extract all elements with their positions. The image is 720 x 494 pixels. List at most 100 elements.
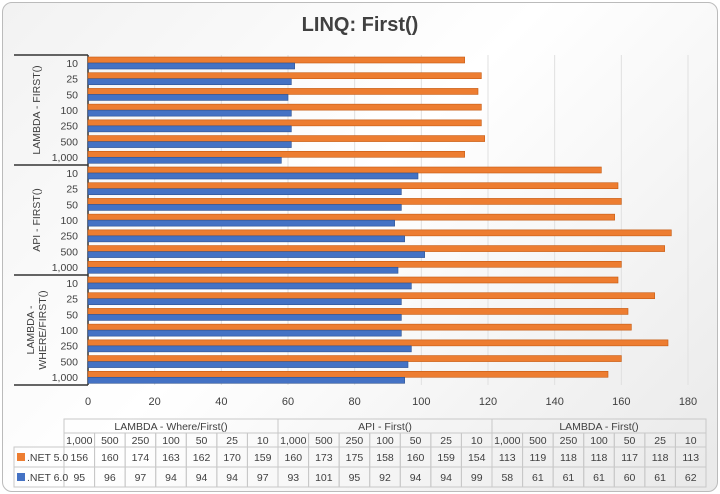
category-label: 250: [60, 231, 78, 243]
bar-net6: [87, 188, 402, 196]
category-label: 250: [60, 121, 78, 133]
table-value-net6: 58: [501, 472, 513, 484]
table-value-net5: 158: [376, 452, 394, 464]
bar-net5: [87, 166, 602, 174]
bar-net5: [87, 245, 665, 252]
table-value-net6: 94: [226, 472, 238, 484]
table-value-net5: 118: [652, 452, 669, 464]
table-value-net6: 61: [593, 472, 605, 484]
category-label: 10: [66, 58, 78, 70]
x-tick-label: 140: [545, 396, 563, 408]
legend-cell: [13, 466, 65, 488]
bar-net5: [87, 56, 465, 64]
bar-net6: [87, 125, 292, 133]
table-cell: [674, 466, 707, 488]
category-label: 1,000: [52, 152, 78, 164]
table-category: 100: [590, 435, 608, 447]
table-value-net5: 156: [71, 452, 89, 464]
category-label: 500: [60, 246, 78, 258]
table-value-net5: 154: [468, 452, 486, 464]
table-category: 250: [132, 435, 150, 447]
table-category: 100: [376, 435, 394, 447]
x-tick-label: 80: [349, 396, 361, 408]
group-axis-label: LAMBDA - FIRST(): [31, 65, 43, 154]
x-tick-label: 160: [612, 396, 630, 408]
x-tick-label: 20: [149, 396, 161, 408]
bar-net5: [87, 260, 622, 268]
bar-net6: [87, 298, 402, 306]
table-value-net5: 163: [162, 452, 180, 464]
table-category: 250: [346, 435, 364, 447]
table-value-net6: 97: [135, 472, 147, 484]
table-value-net6: 94: [410, 472, 422, 484]
bar-net6: [87, 329, 402, 337]
table-value-net5: 119: [529, 452, 546, 464]
x-tick-label: 40: [215, 396, 227, 408]
x-tick-label: 120: [479, 396, 497, 408]
table-value-net5: 160: [285, 452, 303, 464]
group-axis-label: API - FIRST(): [31, 188, 43, 252]
table-value-net5: 159: [437, 452, 455, 464]
table-value-net5: 162: [193, 452, 211, 464]
bar-net5: [87, 370, 609, 378]
bar-net5: [87, 150, 465, 158]
category-label: 50: [66, 199, 78, 211]
category-label: 25: [66, 184, 78, 196]
bar-net5: [87, 229, 672, 237]
category-label: 250: [60, 341, 78, 353]
bar-net5: [87, 339, 669, 347]
bar-net5: [87, 72, 482, 80]
category-label: 25: [66, 294, 78, 306]
table-value-net6: 96: [104, 472, 116, 484]
bar-net5: [87, 182, 619, 190]
table-category: 1,000: [494, 435, 520, 447]
table-category: 10: [685, 435, 697, 447]
table-value-net5: 160: [101, 452, 119, 464]
category-label: 10: [66, 168, 78, 180]
category-label: 500: [60, 356, 78, 368]
table-value-net5: 118: [591, 452, 608, 464]
table-value-net6: 62: [685, 472, 697, 484]
table-value-net6: 92: [379, 472, 391, 484]
bar-net5: [87, 198, 622, 205]
table-value-net5: 118: [560, 452, 577, 464]
bar-net6: [87, 172, 419, 180]
bar-net5: [87, 292, 655, 300]
legend-label: .NET 5.0: [27, 452, 68, 464]
bar-net6: [87, 78, 292, 86]
bar-net5: [87, 135, 485, 142]
legend-swatch: [17, 473, 25, 481]
bar-net5: [87, 213, 615, 221]
bar-net5: [87, 323, 632, 331]
table-category: 1,000: [66, 435, 92, 447]
group-axis-label: LAMBDA -WHERE/FIRST(): [25, 290, 49, 369]
table-category: 500: [315, 435, 333, 447]
table-value-net5: 117: [621, 452, 638, 464]
legend-label: .NET 6.0: [27, 472, 68, 484]
category-label: 1,000: [52, 372, 78, 384]
category-label: 50: [66, 309, 78, 321]
table-value-net6: 94: [440, 472, 452, 484]
table-value-net6: 93: [287, 472, 299, 484]
table-group-label: LAMBDA - Where/First(): [114, 421, 227, 433]
category-label: 100: [60, 105, 78, 117]
bar-net6: [87, 345, 412, 353]
category-label: 10: [66, 278, 78, 290]
x-tick-label: 100: [412, 396, 430, 408]
table-category: 500: [101, 435, 119, 447]
bar-net6: [87, 235, 405, 243]
table-category: 1,000: [280, 435, 306, 447]
bar-net6: [87, 62, 295, 70]
table-value-net6: 60: [624, 472, 636, 484]
x-tick-label: 0: [85, 396, 91, 408]
bar-net6: [87, 314, 402, 321]
table-value-net6: 97: [257, 472, 269, 484]
bar-net5: [87, 276, 619, 284]
table-value-net6: 99: [471, 472, 483, 484]
bar-net6: [87, 282, 412, 290]
category-label: 100: [60, 325, 78, 337]
category-label: 500: [60, 136, 78, 148]
table-value-net6: 61: [654, 472, 666, 484]
table-value-net6: 61: [563, 472, 575, 484]
